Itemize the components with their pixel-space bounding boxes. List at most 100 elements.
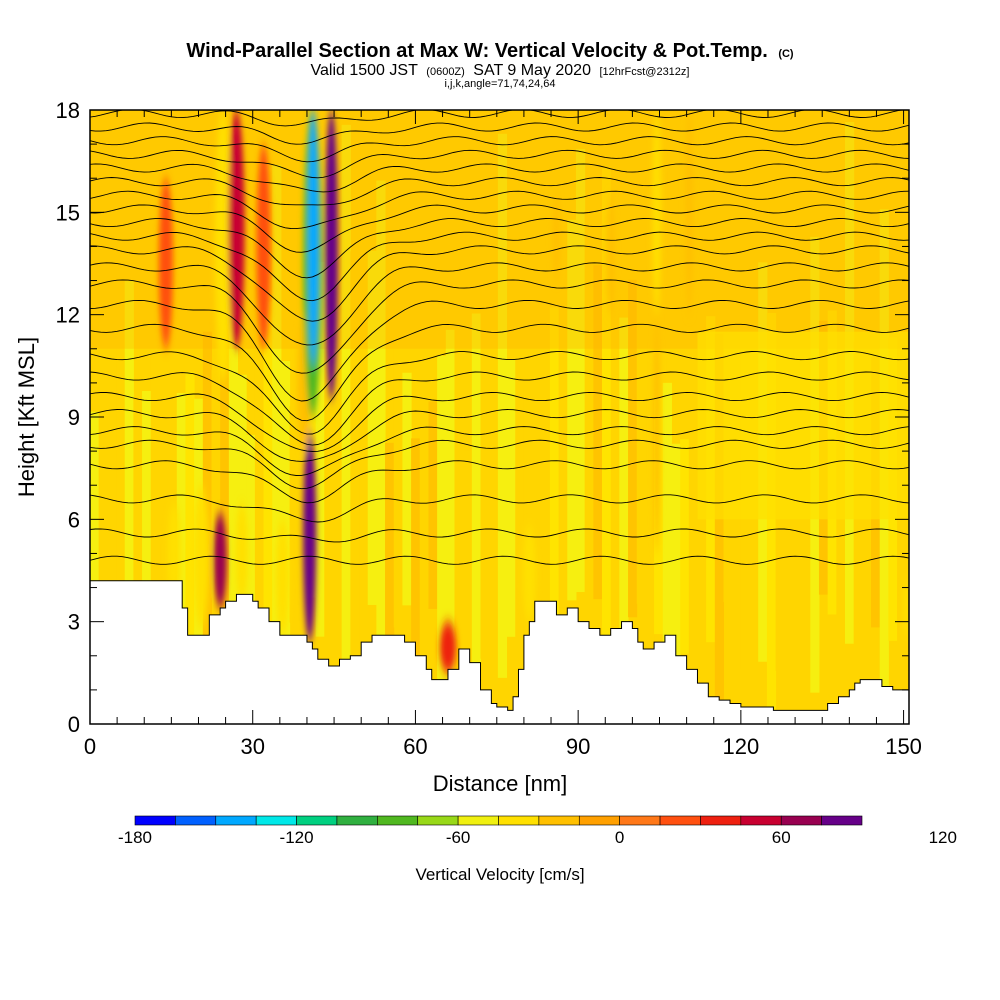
velocity-band [619, 317, 629, 635]
theta-contour-line [90, 391, 909, 452]
theta-contour-line [90, 122, 909, 145]
colorbar-swatch [377, 815, 419, 826]
x-tick-label: 0 [84, 734, 96, 759]
velocity-band [688, 226, 698, 699]
velocity-feature [235, 502, 248, 602]
colorbar-swatch [498, 815, 540, 826]
velocity-band [220, 370, 230, 660]
chart-title: Wind-Parallel Section at Max W: Vertical… [186, 40, 794, 62]
velocity-band [836, 405, 846, 696]
theta-contour-line [90, 460, 909, 504]
terrain-mask [90, 580, 909, 724]
colorbar-swatch [821, 815, 863, 826]
velocity-band [671, 443, 681, 682]
velocity-band [367, 250, 377, 605]
x-tick-label: 30 [240, 734, 264, 759]
theta-contour-line [90, 439, 909, 490]
velocity-band [549, 307, 560, 652]
velocity-band [506, 359, 516, 637]
plot-area [90, 110, 909, 724]
velocity-band [419, 267, 429, 722]
x-tick-label: 60 [403, 734, 427, 759]
colorbar-tick-label: -60 [446, 828, 471, 847]
theta-contour-line [90, 110, 907, 127]
velocity-feature [324, 110, 338, 400]
velocity-band [176, 392, 186, 686]
colorbar-swatch [538, 815, 580, 826]
velocity-band [471, 313, 482, 713]
velocity-band [567, 219, 577, 601]
colorbar-swatch [417, 815, 459, 826]
y-axis-label: Height [Kft MSL] [14, 337, 39, 497]
velocity-band [315, 261, 325, 637]
velocity-band [602, 168, 612, 638]
velocity-band [636, 204, 646, 604]
velocity-band [168, 263, 178, 667]
theta-contour-line [90, 149, 909, 179]
colorbar-swatch [619, 815, 661, 826]
colorbar-swatch [175, 815, 217, 826]
colorbar-swatch [700, 815, 742, 826]
theta-contour-line [90, 190, 909, 230]
velocity-band [480, 309, 490, 659]
theta-contour-line [90, 279, 909, 374]
y-tick-label: 18 [56, 98, 80, 123]
colorbar-swatch [296, 815, 338, 826]
velocity-band [402, 372, 412, 606]
velocity-band [341, 124, 351, 688]
theta-contour-line [90, 323, 909, 422]
theta-contour-line [90, 204, 909, 253]
theta-contour-line [90, 371, 909, 446]
theta-contour-line [90, 351, 909, 435]
theta-contour-line [90, 163, 909, 193]
velocity-band [497, 133, 508, 678]
colorbar-swatch [255, 815, 297, 826]
colorbar-swatch [134, 815, 176, 826]
velocity-band [211, 369, 221, 598]
colorbar-tick-label: 60 [772, 828, 791, 847]
theta-contour-line [90, 262, 909, 346]
colorbar-tick-label: 0 [615, 828, 624, 847]
colorbar-swatch [780, 815, 822, 826]
velocity-feature [213, 512, 227, 609]
y-tick-label: 3 [68, 610, 80, 635]
velocity-band [749, 430, 759, 721]
velocity-band [324, 329, 334, 680]
velocity-band [359, 113, 369, 712]
velocity-band [228, 192, 239, 670]
theta-contour-line [90, 426, 909, 476]
velocity-band [246, 434, 256, 712]
theta-contour-line [90, 299, 909, 402]
colorbar-swatch [578, 815, 620, 826]
velocity-band [593, 265, 603, 600]
velocity-feature [522, 526, 536, 622]
velocity-band [541, 266, 551, 673]
velocity-band [263, 301, 273, 680]
velocity-feature [158, 178, 173, 349]
colorbar-swatch [457, 815, 499, 826]
velocity-feature [439, 621, 457, 673]
theta-contour-line [90, 231, 909, 302]
colorbar [134, 815, 863, 826]
velocity-feature [552, 195, 561, 281]
grid-parameters: i,j,k,angle=71,74,24,64 [444, 78, 555, 90]
velocity-band [662, 382, 672, 701]
colorbar-tick-label: -180 [118, 828, 152, 847]
velocity-band [532, 246, 542, 720]
colorbar-swatch [215, 815, 257, 826]
valid-time-line: Valid 1500 JST (0600Z) SAT 9 May 2020 [1… [311, 62, 690, 79]
theta-contour-line [90, 218, 909, 279]
colorbar-swatch [659, 815, 701, 826]
velocity-band [376, 180, 386, 707]
theta-contour-line [90, 245, 909, 322]
colorbar-swatch [740, 815, 782, 826]
velocity-band [289, 406, 299, 623]
y-tick-label: 0 [68, 712, 80, 737]
velocity-band [489, 297, 499, 621]
velocity-band [575, 148, 586, 593]
y-tick-label: 9 [68, 405, 80, 430]
colorbar-tick-label: 120 [929, 828, 957, 847]
velocity-band [610, 119, 620, 714]
theta-contour-line [90, 136, 909, 163]
velocity-band [202, 331, 212, 677]
